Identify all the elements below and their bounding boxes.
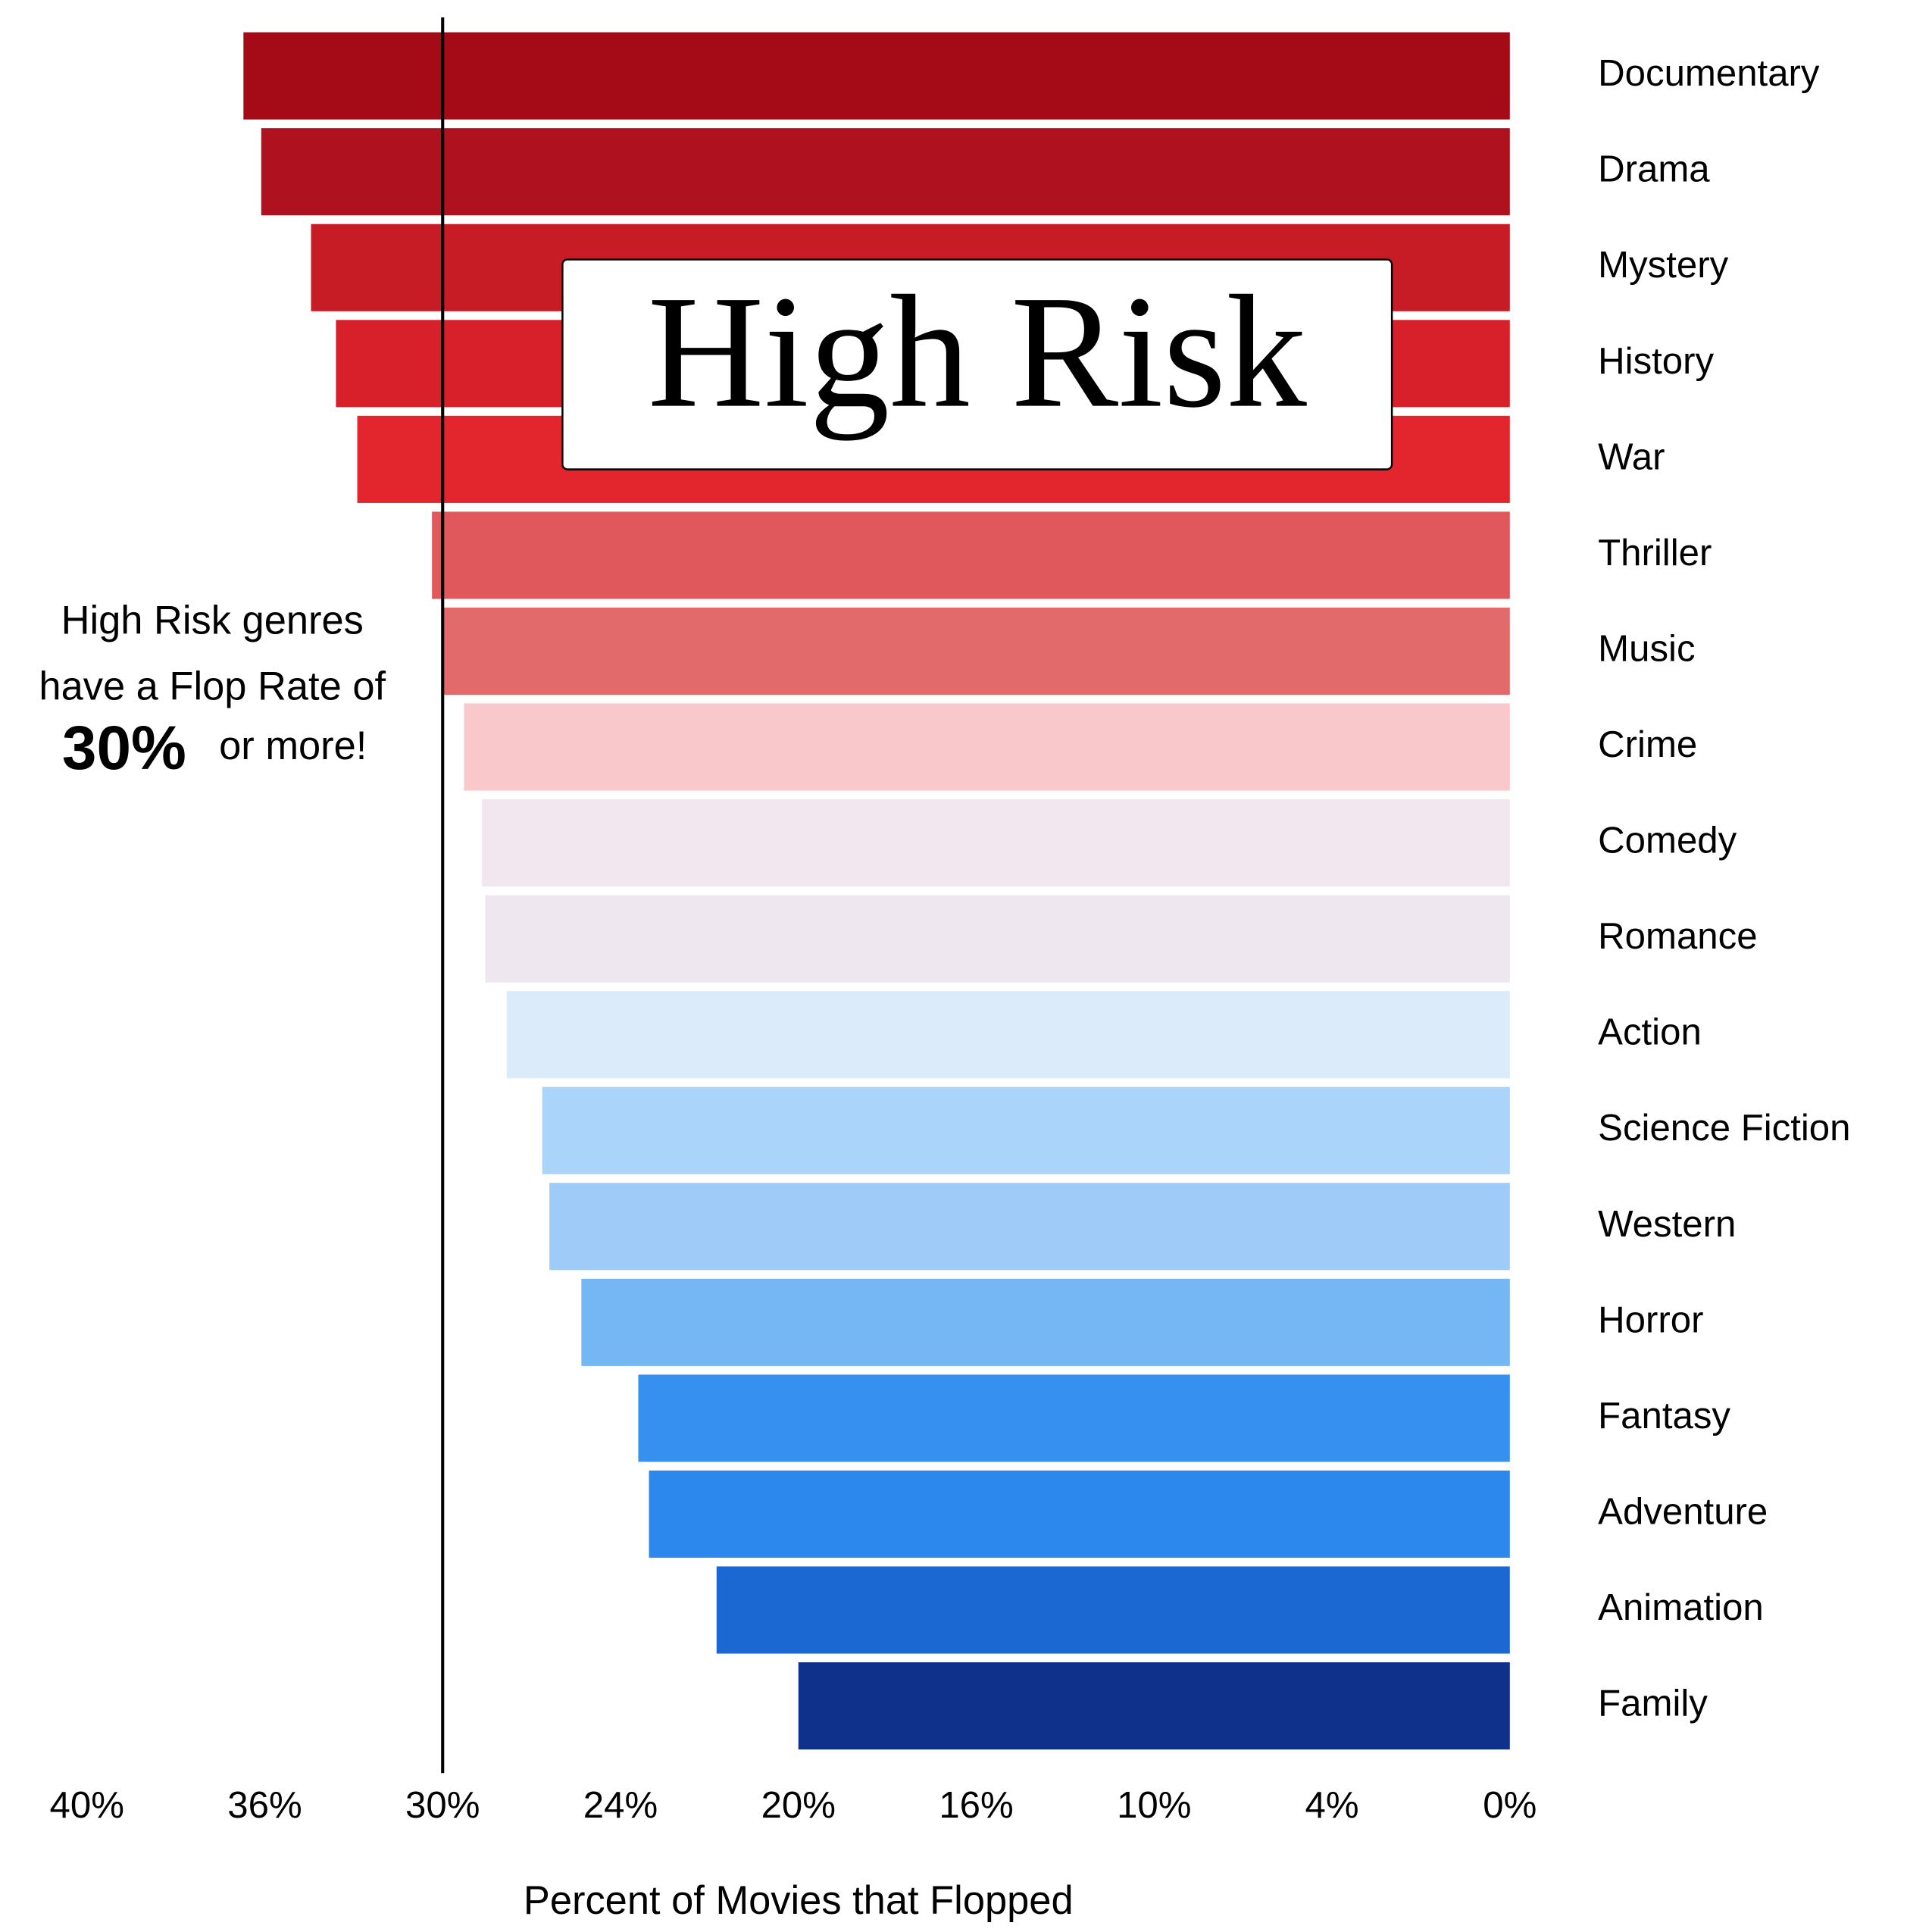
category-label: Thriller — [1598, 532, 1712, 574]
x-tick-label: 16% — [939, 1784, 1013, 1826]
annotation-highlight: 30% — [62, 714, 186, 783]
annotation-text: or more! — [219, 724, 367, 768]
bar — [243, 32, 1510, 120]
bar — [542, 1086, 1510, 1174]
bar — [581, 1278, 1510, 1366]
x-tick-label: 30% — [405, 1784, 480, 1826]
category-label: Fantasy — [1598, 1395, 1730, 1436]
annotation-text: have a Flop Rate of — [39, 664, 386, 708]
category-label: Adventure — [1598, 1490, 1768, 1532]
bar — [485, 895, 1510, 983]
category-label: Comedy — [1598, 820, 1737, 861]
bar — [549, 1183, 1510, 1271]
title-box — [561, 258, 1393, 470]
category-label: Animation — [1598, 1587, 1764, 1628]
category-label: Western — [1598, 1203, 1736, 1245]
category-label: History — [1598, 340, 1714, 382]
bar — [798, 1662, 1510, 1750]
bar — [716, 1566, 1510, 1654]
title-box-text: High Risk — [648, 263, 1308, 442]
x-tick-label: 40% — [50, 1784, 124, 1826]
x-tick-label: 4% — [1305, 1784, 1359, 1826]
category-label: War — [1598, 436, 1665, 477]
bar — [638, 1374, 1510, 1462]
bar — [432, 511, 1510, 599]
category-label: Romance — [1598, 915, 1757, 957]
bar — [481, 799, 1510, 887]
bar — [649, 1470, 1510, 1558]
x-tick-label: 20% — [761, 1784, 836, 1826]
annotation-text: High Risk genres — [61, 599, 364, 643]
category-label: Horror — [1598, 1299, 1703, 1340]
bar — [506, 991, 1510, 1079]
x-tick-label: 36% — [227, 1784, 302, 1826]
category-label: Family — [1598, 1683, 1708, 1724]
category-label: Mystery — [1598, 244, 1728, 286]
bar — [464, 703, 1510, 791]
x-tick-label: 10% — [1117, 1784, 1191, 1826]
category-label: Drama — [1598, 148, 1710, 190]
category-label: Documentary — [1598, 52, 1820, 94]
x-axis-label: Percent of Movies that Flopped — [524, 1879, 1074, 1923]
category-label: Crime — [1598, 724, 1697, 765]
category-label: Music — [1598, 627, 1695, 669]
x-tick-label: 24% — [583, 1784, 658, 1826]
category-label: Science Fiction — [1598, 1107, 1850, 1149]
x-tick-label: 0% — [1483, 1784, 1537, 1826]
bar — [442, 607, 1510, 696]
bar — [261, 128, 1510, 216]
category-label: Action — [1598, 1011, 1702, 1053]
